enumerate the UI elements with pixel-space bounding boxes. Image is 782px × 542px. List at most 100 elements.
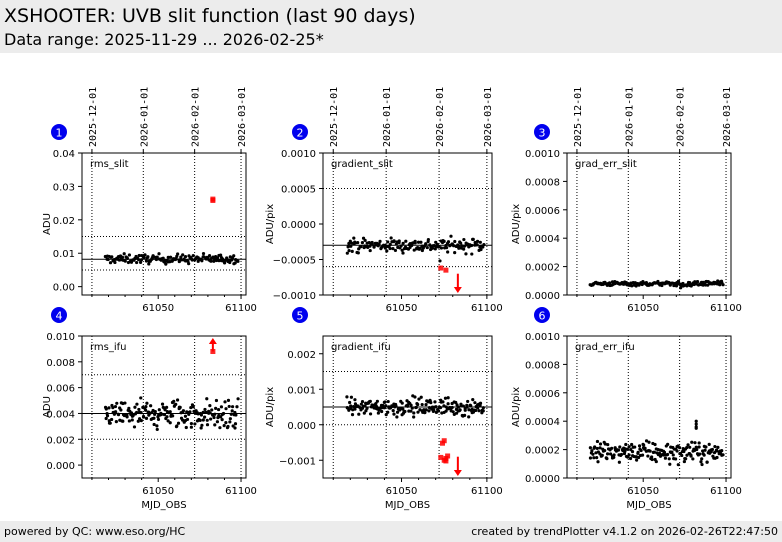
data-point [145,401,149,405]
chart-panel-2: 2025-12-01 2026-01-01 2026-02-01 2026-03-01… [265,87,503,314]
data-point [144,408,148,412]
panel-number-badge [534,124,550,140]
data-point [395,415,399,419]
data-point [345,395,349,399]
data-point [108,261,113,265]
data-point [647,440,651,444]
data-point [400,248,404,252]
data-point [164,262,168,266]
data-point [654,459,658,464]
data-point [127,253,132,257]
footer-created-by: created by trendPlotter v4.1.2 on 2026-0… [471,525,778,538]
date-tick-label: 2026-01-01 [624,87,635,147]
y-tick-label: 0.0010 [525,149,560,160]
data-point [113,260,117,265]
data-point [386,410,390,414]
data-point [676,463,680,467]
data-point [445,246,449,250]
data-point [694,422,698,426]
data-point [107,419,111,423]
y-axis-label: ADU/pix [511,204,522,244]
data-point [127,419,131,423]
data-point [413,395,417,399]
data-point [422,408,426,412]
data-point [694,419,698,423]
data-point [637,455,641,460]
data-point [359,402,363,406]
y-tick-label: 0.002 [287,350,316,361]
data-point [705,460,709,464]
x-tick-label: 61100 [471,486,503,497]
data-point [470,407,474,411]
data-point [627,445,631,449]
data-point [430,246,435,250]
data-point [623,449,627,453]
data-point [463,413,467,417]
y-tick-label: 0.0006 [525,206,560,217]
data-point [429,401,433,405]
data-point [640,453,645,457]
x-tick-label: 61050 [142,303,174,314]
data-point [208,404,212,408]
data-point [478,240,482,244]
data-point [348,400,352,405]
data-point [595,456,599,460]
data-point [217,259,221,263]
data-point [395,410,400,414]
data-point [642,443,646,447]
panel-number-badge [292,307,308,323]
data-point [438,259,442,263]
data-point [114,410,118,414]
data-point [442,239,446,244]
data-point [384,413,388,417]
data-point [224,407,228,411]
data-point [665,452,670,457]
panel-title: rms_slit [90,159,129,170]
y-tick-label: 0.0000 [525,474,560,485]
data-point [156,417,161,422]
data-point [127,406,131,410]
data-point [172,399,176,403]
data-point [392,239,396,243]
data-point [215,256,220,260]
data-point [209,259,213,263]
data-point [646,454,650,458]
data-point [608,452,613,456]
data-point [381,403,385,408]
data-point [693,441,697,445]
data-point [155,427,159,432]
data-point [377,242,381,246]
data-point [137,253,141,258]
data-point [625,447,630,451]
data-point [606,442,610,447]
data-point [666,442,670,446]
y-tick-label: −0.0005 [273,256,316,267]
data-point [233,422,238,426]
x-axis-label: MJD_OBS [626,500,671,511]
panel-number: 2 [297,127,304,140]
data-point [142,256,146,260]
data-point [475,243,479,247]
data-point [425,245,429,250]
data-point [693,280,697,284]
data-point [360,241,365,245]
data-point [372,245,376,249]
data-point [114,419,118,424]
date-tick-label: 2026-02-01 [435,87,446,147]
data-point [667,457,671,461]
data-point [132,425,137,429]
data-point [385,249,389,253]
data-point [391,409,395,413]
y-tick-label: 0.000 [287,421,316,432]
data-point [713,444,717,449]
data-point [689,454,693,458]
data-point [105,414,110,418]
data-point [644,439,649,443]
data-point [349,395,354,399]
panel-number: 1 [56,127,63,140]
data-point [141,414,146,419]
data-point [463,408,467,412]
data-point [113,404,118,409]
panel-number-badge [51,124,67,140]
y-tick-label: 0.00 [53,283,75,294]
